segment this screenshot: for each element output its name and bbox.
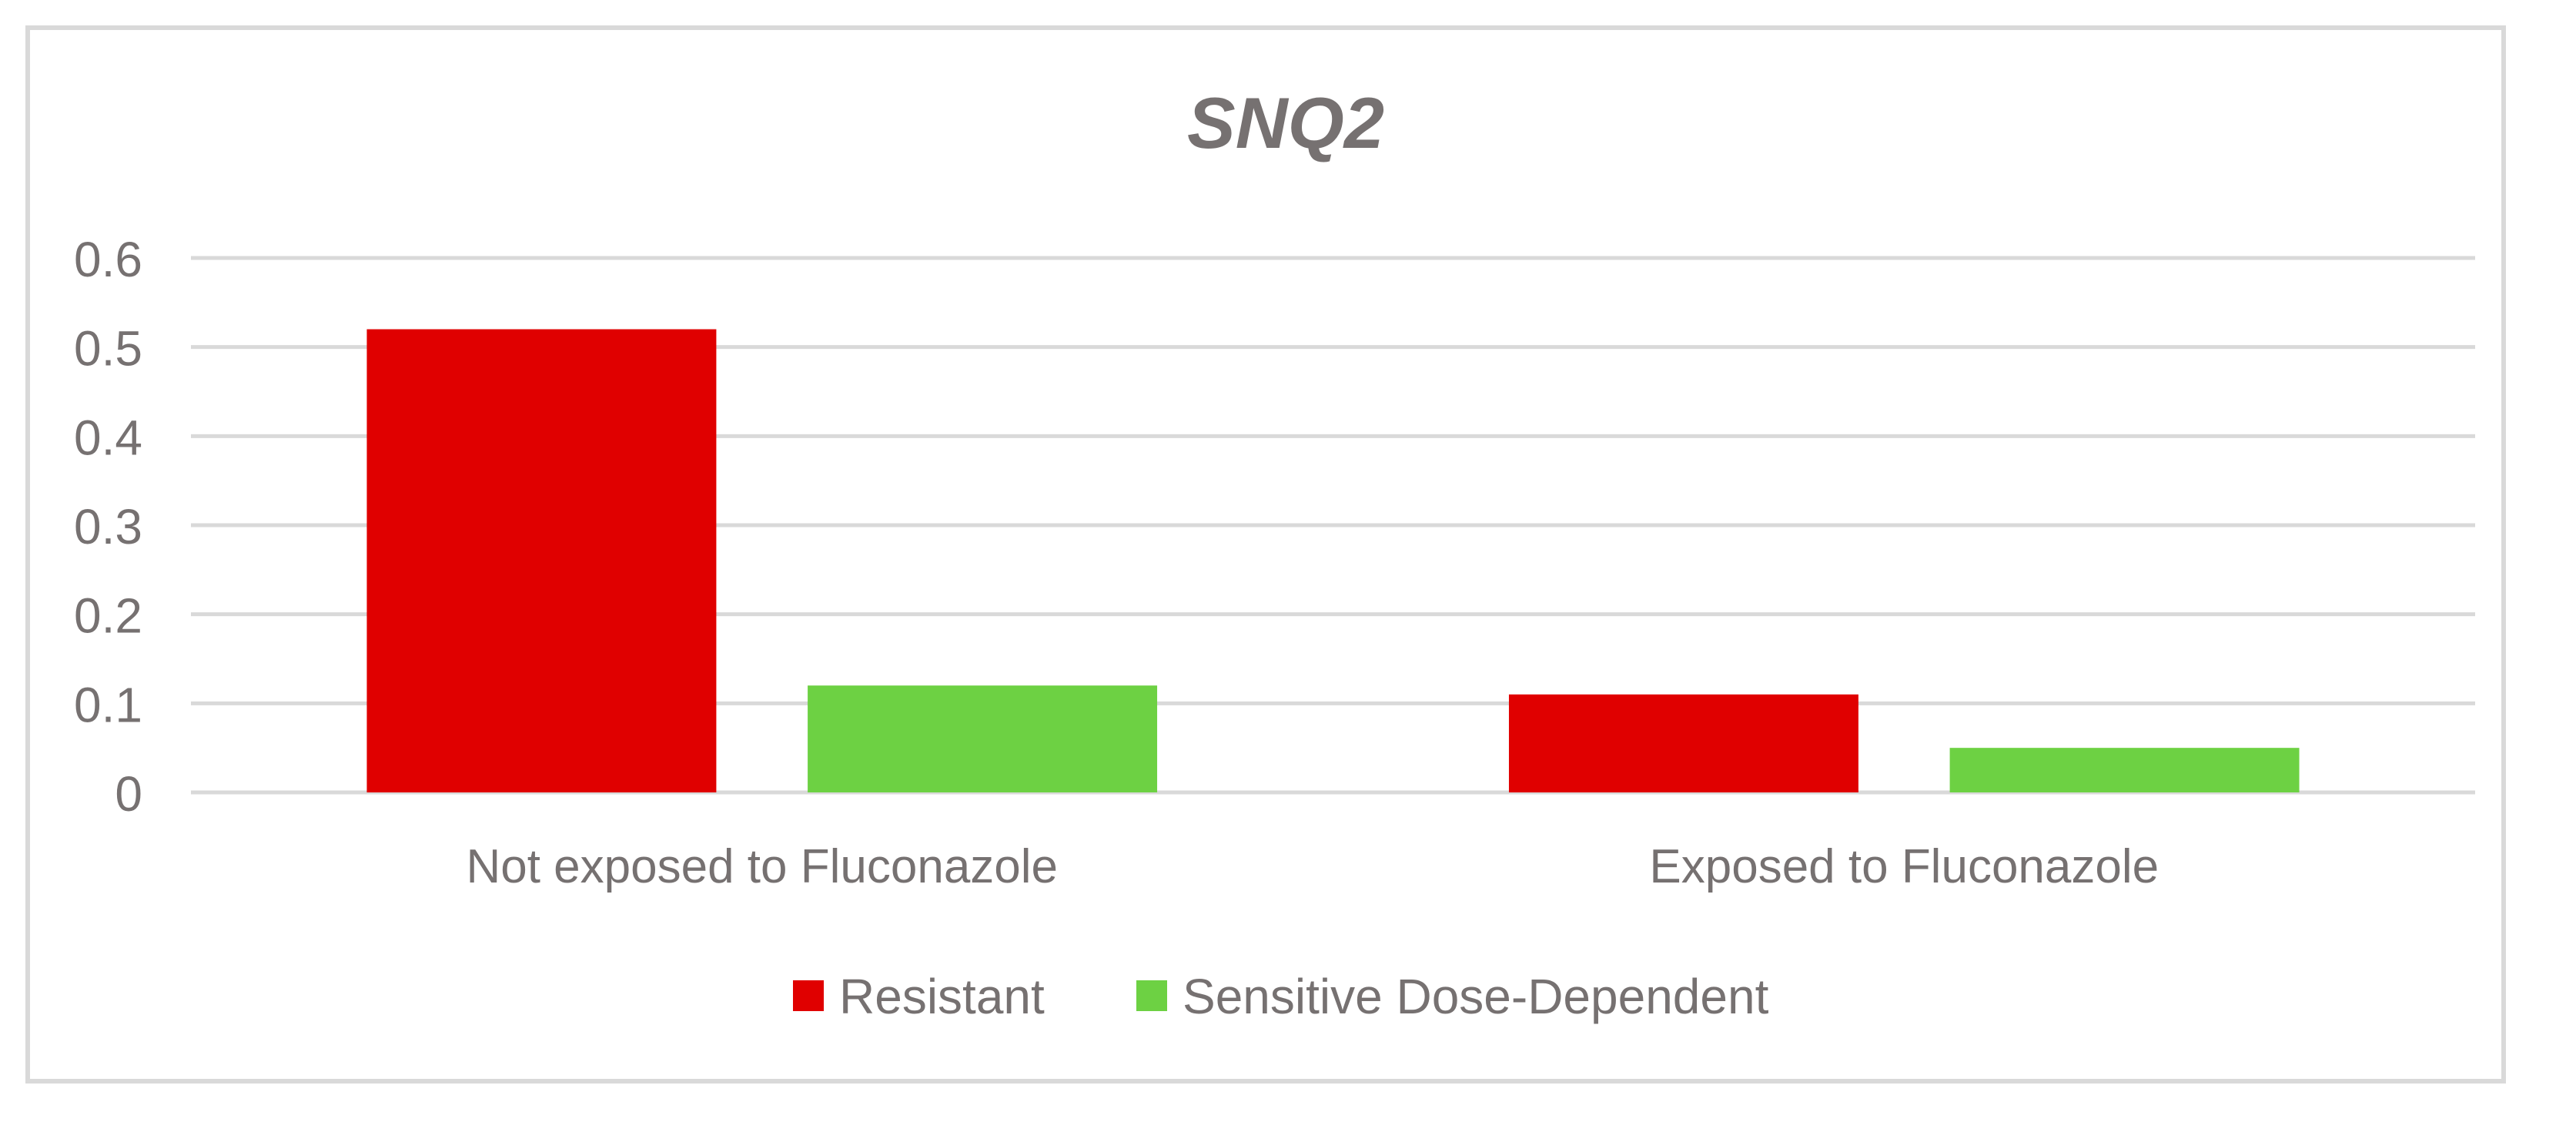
bar-series-0-category-0 [366, 329, 717, 792]
x-tick-label: Not exposed to Fluconazole [466, 840, 1058, 893]
x-axis-ticks: Not exposed to Fluconazole Exposed to Flu… [466, 840, 2159, 893]
y-tick-label: 0.4 [74, 410, 142, 465]
x-tick-label: Exposed to Fluconazole [1649, 840, 2159, 893]
legend-swatch [793, 980, 824, 1011]
legend-label: Resistant [839, 969, 1045, 1024]
legend: Resistant Sensitive Dose-Dependent [793, 969, 1769, 1024]
y-tick-label: 0.3 [74, 499, 142, 554]
y-tick-label: 0.2 [74, 588, 142, 644]
y-tick-label: 0.6 [74, 232, 142, 287]
legend-swatch [1136, 980, 1167, 1011]
y-tick-label: 0 [115, 766, 142, 822]
y-tick-label: 0.5 [74, 321, 142, 377]
y-axis-ticks: 0 0.1 0.2 0.3 0.4 0.5 0.6 [74, 232, 142, 822]
bar-series-1-category-1 [1949, 748, 2300, 792]
y-tick-label: 0.1 [74, 677, 142, 732]
bars [366, 329, 2300, 792]
chart-title: SNQ2 [1187, 82, 1384, 163]
bar-series-1-category-0 [808, 685, 1158, 792]
bar-series-0-category-1 [1508, 694, 1858, 792]
legend-label: Sensitive Dose-Dependent [1183, 969, 1769, 1024]
